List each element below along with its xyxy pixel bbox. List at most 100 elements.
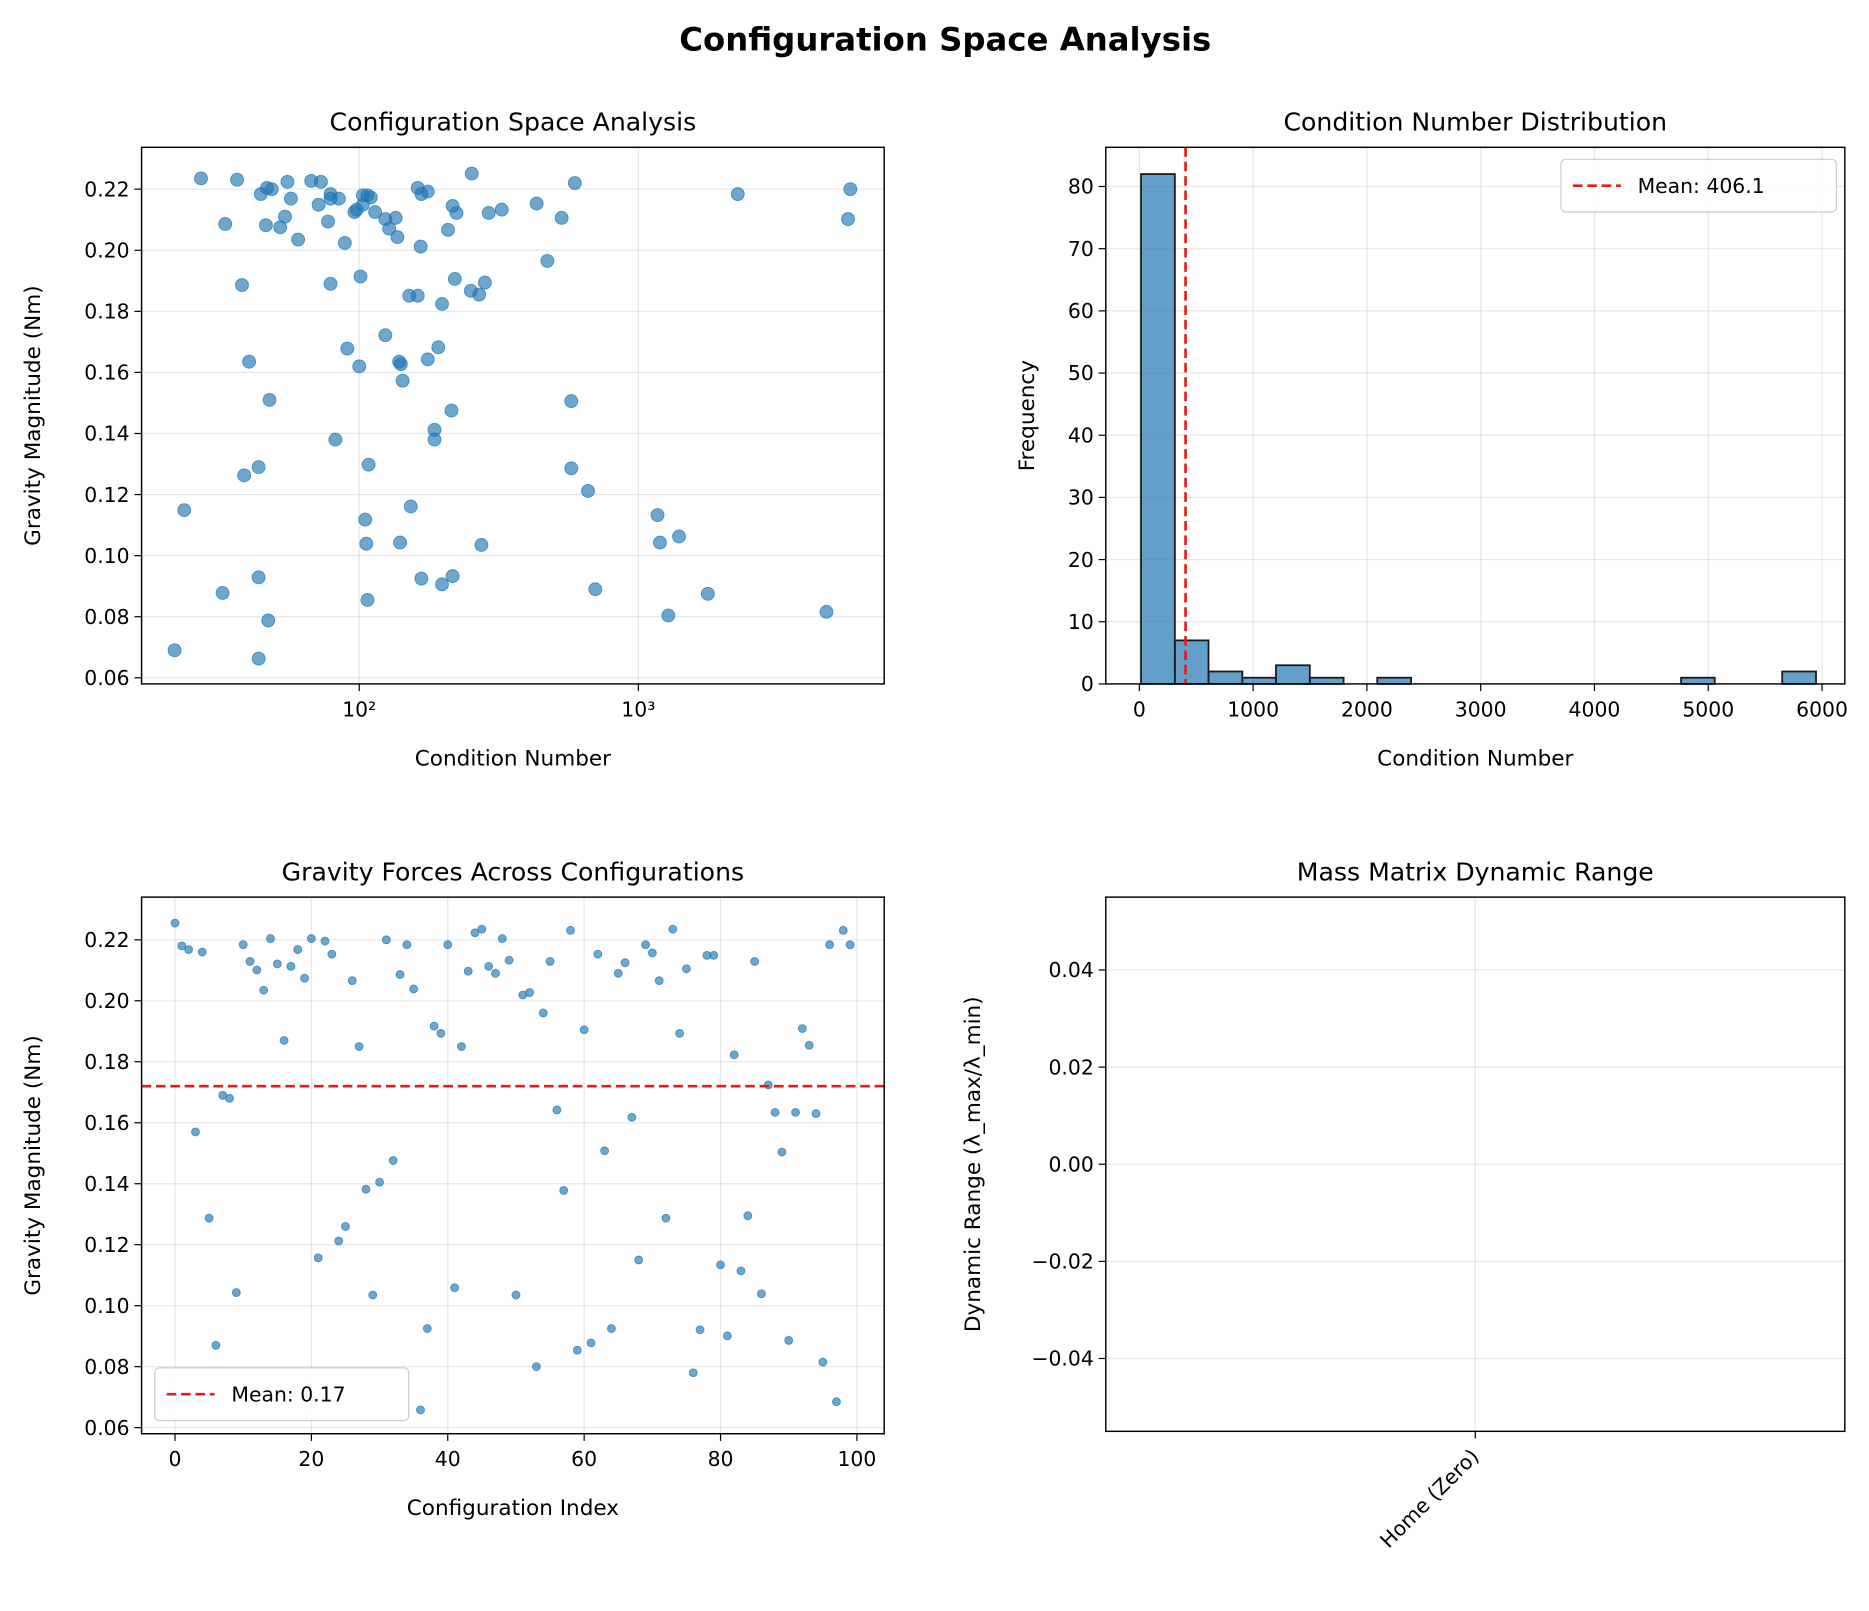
data-point (845, 940, 855, 950)
data-point (313, 1253, 323, 1263)
y-tick-label: 0.06 (84, 1416, 129, 1440)
data-point (470, 928, 480, 938)
data-point (784, 1336, 794, 1345)
histogram-bar (1781, 670, 1817, 685)
y-tick-label: 50 (1068, 361, 1094, 385)
y-tick-label: 0.18 (84, 1050, 129, 1074)
data-point (375, 1177, 385, 1187)
data-point (347, 976, 357, 986)
data-point (197, 947, 207, 957)
data-point (566, 925, 575, 935)
data-point (444, 403, 459, 418)
data-point (653, 535, 667, 550)
data-point (722, 1331, 732, 1341)
data-point (278, 209, 292, 224)
y-tick-label: 80 (1068, 175, 1094, 199)
data-point (262, 392, 277, 407)
axes-frame (1105, 896, 1846, 1433)
data-point (525, 988, 535, 997)
y-tick-label: 0.12 (84, 483, 129, 507)
data-point (593, 949, 603, 959)
y-tick-label: 0 (1081, 672, 1094, 696)
data-point (204, 1213, 214, 1223)
data-point (388, 210, 403, 225)
x-tick-label: 10² (342, 697, 376, 721)
data-point (215, 585, 230, 600)
data-point (668, 924, 678, 934)
y-tick-label: 0.12 (84, 1233, 129, 1257)
data-point (709, 950, 719, 960)
data-point (716, 1260, 725, 1270)
data-point (253, 187, 268, 202)
data-point (581, 483, 595, 498)
data-point (235, 278, 249, 293)
data-point (420, 352, 435, 367)
histogram-bar (1241, 676, 1277, 685)
data-point (743, 1211, 753, 1221)
data-point (811, 1109, 821, 1119)
y-tick-label: 10 (1068, 610, 1094, 634)
data-point (729, 1050, 739, 1060)
data-point (361, 457, 376, 472)
data-point (184, 945, 194, 955)
x-tick-label: 10³ (621, 697, 655, 721)
y-tick-label: −0.04 (1031, 1347, 1093, 1371)
x-tick-label: 80 (708, 1447, 734, 1471)
data-point (463, 966, 473, 976)
y-axis-label: Dynamic Range (λ_max/λ_min) (961, 996, 986, 1332)
data-point (545, 957, 555, 966)
data-point (218, 217, 233, 231)
data-point (538, 1008, 548, 1018)
data-point (450, 1283, 460, 1293)
data-point (393, 535, 407, 550)
x-tick-label: 40 (435, 1447, 461, 1471)
data-point (261, 613, 276, 628)
y-tick-label: 0.18 (84, 300, 129, 324)
data-point (403, 499, 418, 514)
data-point (395, 373, 410, 388)
data-point (497, 934, 507, 944)
data-point (554, 210, 569, 225)
data-point (352, 359, 367, 374)
data-point (416, 1405, 425, 1415)
data-point (777, 1147, 787, 1157)
data-point (435, 577, 449, 592)
data-point (700, 586, 715, 601)
data-point (368, 205, 383, 220)
axes-title: Gravity Forces Across Configurations (282, 857, 744, 886)
data-point (414, 571, 429, 586)
data-point (413, 239, 428, 254)
panel: 0 10 20 30 40 50 60 70 80 0 1000 2000 3000 4000 5000 60… (1015, 108, 1848, 772)
y-tick-label: 70 (1068, 237, 1094, 261)
data-point (504, 955, 514, 965)
data-point (841, 212, 855, 227)
data-point (354, 1042, 364, 1051)
data-point (511, 1290, 521, 1300)
data-point (313, 174, 328, 189)
data-point (770, 1107, 780, 1117)
x-tick-label: 100 (837, 1447, 876, 1471)
data-point (340, 341, 355, 356)
x-axis-label: Configuration Index (407, 1496, 620, 1521)
x-tick-label: 6000 (1796, 697, 1848, 721)
axes-title: Configuration Space Analysis (330, 108, 697, 137)
data-point (311, 197, 326, 212)
y-tick-label: 0.10 (84, 544, 129, 568)
y-tick-label: 0.20 (84, 238, 129, 262)
y-tick-label: 0.02 (1048, 1055, 1093, 1079)
data-point (293, 945, 303, 955)
data-point (279, 1035, 289, 1045)
data-point (838, 925, 848, 935)
x-tick-label: 0 (169, 1447, 182, 1471)
data-point (477, 924, 487, 934)
axes-frame (1105, 146, 1846, 685)
data-point (564, 394, 579, 409)
data-point (750, 957, 760, 966)
data-point (194, 171, 208, 186)
histogram-bar (1680, 676, 1716, 685)
axes-frame (140, 146, 885, 685)
panel: 0.06 0.08 0.10 0.12 0.14 0.16 0.18 0.20 0.22 10² 1… (21, 108, 885, 771)
data-point (402, 940, 412, 950)
data-point (435, 297, 449, 311)
data-point (477, 275, 492, 290)
